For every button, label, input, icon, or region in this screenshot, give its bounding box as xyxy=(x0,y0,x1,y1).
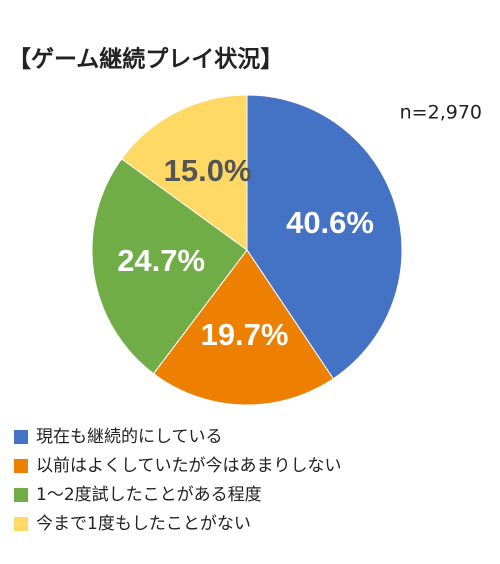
sample-size: n=2,970 xyxy=(400,102,482,124)
legend-swatch xyxy=(14,488,28,502)
legend-text: 1〜2度試したことがある程度 xyxy=(36,485,262,505)
legend-text: 以前はよくしていたが今はあまりしない xyxy=(36,456,342,476)
slice-label: 15.0% xyxy=(164,153,252,188)
pie-slice xyxy=(246,94,403,380)
slice-label: 24.7% xyxy=(117,243,205,278)
legend-swatch xyxy=(14,459,28,473)
legend-text: 今まで1度もしたことがない xyxy=(36,514,251,534)
chart-title: 【ゲーム継続プレイ状況】 xyxy=(8,46,283,73)
legend-swatch xyxy=(14,517,28,531)
pie-slice xyxy=(152,249,335,406)
slice-label: 19.7% xyxy=(201,317,289,352)
slice-label: 40.6% xyxy=(286,205,374,240)
pie-slice xyxy=(91,158,248,375)
legend-swatch xyxy=(14,430,28,444)
pie-slice xyxy=(120,94,248,251)
legend-text: 現在も継続的にしている xyxy=(36,427,223,447)
